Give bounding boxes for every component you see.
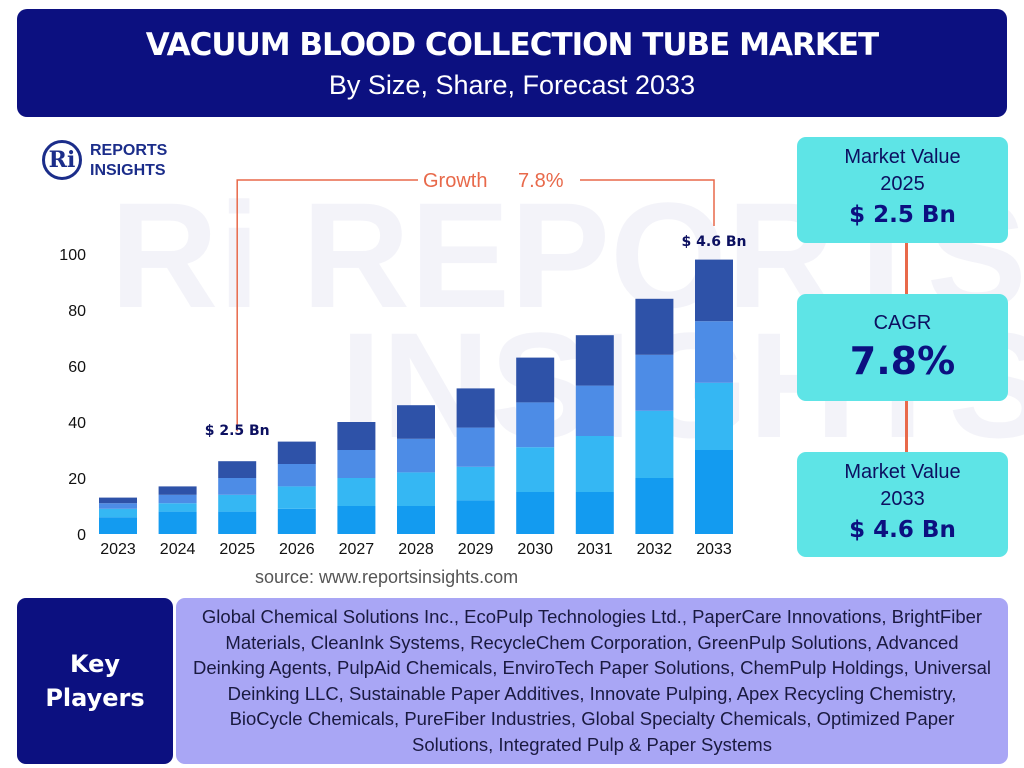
bar-segment: [218, 478, 257, 495]
bar-segment: [397, 472, 435, 506]
bar-segment: [158, 494, 197, 504]
page-title: VACUUM BLOOD COLLECTION TUBE MARKET: [145, 27, 879, 63]
bar-segment: [456, 500, 495, 534]
bar-segment: [635, 410, 674, 478]
bar-segment: [575, 385, 614, 436]
logo-line2: INSIGHTS: [90, 162, 166, 179]
bar-segment: [218, 511, 257, 534]
key-players-label-1: Key: [69, 650, 121, 678]
y-tick-label: 40: [68, 415, 86, 432]
bar-segment: [516, 492, 555, 534]
x-tick-label: 2028: [398, 541, 434, 558]
bar-segment: [456, 466, 495, 501]
bar-segment: [277, 464, 316, 487]
bar-segment: [277, 441, 316, 464]
y-tick-label: 80: [68, 303, 86, 320]
x-tick-label: 2030: [517, 541, 553, 558]
x-tick-label: 2023: [100, 541, 136, 558]
card-connector-bottom: [905, 401, 908, 452]
bar-segment: [158, 503, 197, 512]
x-tick-label: 2029: [458, 541, 494, 558]
x-tick-label: 2031: [577, 541, 613, 558]
start-value-label: $ 2.5 Bn: [205, 423, 270, 439]
key-players-label-2: Players: [45, 684, 145, 712]
market-value-2025-card: Market Value 2025 $ 2.5 Bn: [797, 137, 1008, 243]
x-tick-label: 2027: [339, 541, 375, 558]
bar-segment: [575, 335, 614, 386]
bar-segment: [158, 486, 197, 495]
y-tick-label: 100: [59, 247, 86, 264]
key-players-label: Key Players: [17, 598, 173, 764]
x-tick-label: 2025: [219, 541, 255, 558]
bar-segment: [337, 478, 376, 506]
logo-icon: Ri: [42, 140, 82, 180]
bar-segment: [516, 357, 555, 403]
card-connector-top: [905, 243, 908, 294]
market-value-2033-value: $ 4.6 Bn: [849, 517, 956, 543]
growth-bracket-left: [236, 179, 418, 432]
bar-segment: [397, 438, 435, 473]
x-tick-label: 2033: [696, 541, 732, 558]
logo-text: REPORTS INSIGHTS: [90, 141, 167, 181]
bar-segment: [635, 298, 674, 355]
market-value-2025-value: $ 2.5 Bn: [849, 202, 956, 228]
bar-segment: [99, 508, 137, 518]
y-tick-label: 0: [77, 527, 86, 544]
bar-segment: [337, 506, 376, 534]
bar-segment: [397, 506, 435, 534]
bar-segment: [99, 517, 137, 534]
market-value-2033-card: Market Value 2033 $ 4.6 Bn: [797, 452, 1008, 557]
y-tick-label: 60: [68, 359, 86, 376]
market-value-2033-label-1: Market Value: [844, 461, 961, 483]
x-tick-label: 2032: [637, 541, 673, 558]
growth-value: 7.8%: [518, 170, 564, 192]
bar-segment: [516, 447, 555, 492]
bar-segment: [99, 503, 137, 509]
market-value-2025-label-2: 2025: [880, 173, 925, 195]
bar-segment: [277, 508, 316, 534]
bar-segment: [337, 422, 376, 450]
header-banner: VACUUM BLOOD COLLECTION TUBE MARKET By S…: [17, 9, 1007, 117]
bar-segment: [695, 321, 733, 383]
bar-segment: [695, 450, 733, 534]
cagr-card: CAGR 7.8%: [797, 294, 1008, 401]
y-tick-label: 20: [68, 471, 86, 488]
cagr-value: 7.8%: [849, 339, 956, 383]
bar-segment: [456, 388, 495, 428]
bar-segment: [456, 427, 495, 467]
key-players-list: Global Chemical Solutions Inc., EcoPulp …: [176, 598, 1008, 764]
bar-segment: [218, 461, 257, 478]
bar-segment: [277, 486, 316, 509]
x-tick-label: 2026: [279, 541, 315, 558]
page-subtitle: By Size, Share, Forecast 2033: [328, 70, 696, 100]
bar-segment: [695, 259, 733, 322]
logo-line1: REPORTS: [90, 142, 168, 159]
bar-segment: [635, 354, 674, 411]
end-value-label: $ 4.6 Bn: [682, 234, 747, 250]
market-value-2033-label-2: 2033: [880, 488, 925, 510]
growth-label: Growth: [423, 170, 487, 192]
bar-segment: [516, 402, 555, 448]
cagr-label: CAGR: [873, 312, 932, 334]
bar-chart: 0 20 40 60 80 100 2023 2024 2025 2026 2027 2028 2029…: [59, 170, 747, 558]
market-value-2025-label-1: Market Value: [844, 146, 961, 168]
bar-segment: [695, 382, 733, 450]
bar-segment: [337, 450, 376, 478]
bar-segment: [397, 405, 435, 439]
bar-segment: [575, 436, 614, 492]
bar-segment: [575, 492, 614, 534]
bar-segment: [218, 494, 257, 512]
watermark-mark: Ri: [110, 171, 260, 339]
source-note: source: www.reportsinsights.com: [255, 567, 519, 587]
bar-segment: [635, 478, 674, 534]
bar-segment: [158, 511, 197, 534]
x-tick-label: 2024: [160, 541, 196, 558]
growth-bracket-right: [580, 179, 715, 226]
bar-segment: [99, 497, 137, 504]
